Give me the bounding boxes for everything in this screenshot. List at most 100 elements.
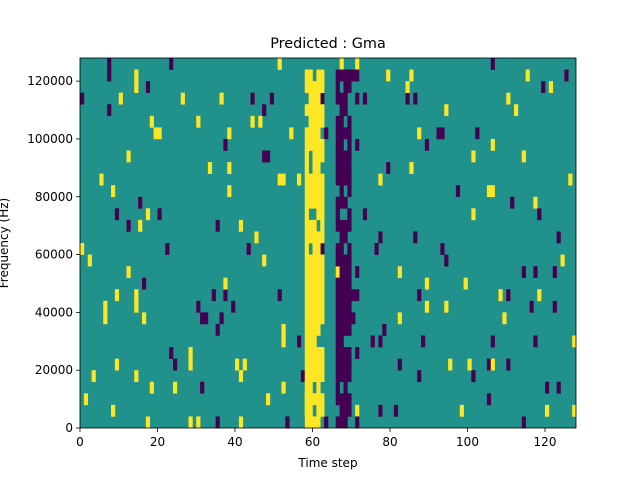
y-tick-label: 40000 — [35, 305, 73, 319]
band-cell-low — [347, 243, 352, 255]
heatmap-cell-high — [227, 162, 232, 174]
heatmap-cell-low — [382, 323, 387, 336]
heatmap-cell-low — [436, 127, 441, 140]
heatmap-cell-high — [409, 69, 414, 82]
band-cell-low — [343, 92, 348, 105]
heatmap-cell-low — [142, 277, 147, 290]
band-cell-high — [316, 127, 321, 140]
band-cell-high — [312, 370, 317, 383]
band-cell-high — [320, 208, 325, 221]
band-cell-high — [312, 162, 317, 174]
heatmap-cell-high — [397, 312, 402, 325]
band-cell-low — [339, 173, 344, 186]
heatmap-cell-low — [173, 358, 178, 371]
band-cell-low — [335, 162, 340, 174]
heatmap-cell-low — [269, 92, 275, 105]
band-cell-low — [335, 416, 340, 429]
x-tick-label: 40 — [227, 435, 242, 449]
heatmap-cell-high — [335, 266, 340, 278]
heatmap-cell-high — [281, 381, 286, 394]
heatmap-cell-low — [324, 416, 329, 429]
heatmap-cell-low — [386, 162, 391, 174]
band-cell-low — [343, 300, 348, 313]
band-cell-high — [320, 138, 325, 151]
band-cell-high — [308, 323, 313, 336]
y-tick-label: 100000 — [27, 132, 73, 146]
band-cell-low — [335, 300, 340, 313]
band-cell-high — [316, 393, 321, 406]
band-cell-high — [308, 277, 313, 290]
heatmap-cell-high — [297, 173, 302, 186]
heatmap-cell-high — [173, 381, 178, 394]
band-cell-high — [316, 231, 321, 244]
band-cell-low — [339, 231, 344, 244]
band-cell-high — [304, 300, 309, 313]
band-cell-low — [335, 115, 340, 128]
heatmap-cell-high — [157, 127, 162, 140]
band-cell-low — [347, 370, 352, 383]
heatmap-cell-high — [266, 393, 271, 406]
band-cell-low — [335, 92, 340, 105]
band-cell-high — [320, 358, 325, 371]
heatmap-cell-high — [502, 312, 507, 325]
heatmap-cell-high — [277, 58, 282, 70]
y-axis-label: Frequency (Hz) — [0, 198, 11, 289]
band-cell-low — [343, 266, 348, 278]
heatmap-cell-high — [405, 81, 410, 93]
band-cell-high — [304, 127, 309, 140]
heatmap-cell-high — [134, 370, 139, 383]
heatmap-cell-high — [111, 404, 116, 417]
band-cell-low — [335, 347, 340, 359]
heatmap-cell-low — [80, 92, 85, 105]
heatmap-cell-high — [138, 219, 143, 232]
heatmap-cell-low — [200, 312, 205, 325]
band-cell-high — [320, 393, 325, 406]
heatmap-cell-low — [165, 243, 170, 255]
band-cell-high — [304, 404, 309, 417]
band-cell-low — [339, 358, 344, 371]
heatmap-cell-high — [153, 127, 158, 140]
heatmap-cell-high — [459, 404, 464, 417]
band-cell-low — [343, 150, 348, 163]
band-cell-high — [312, 416, 317, 429]
heatmap-cell-high — [238, 416, 244, 429]
heatmap-cell-high — [91, 370, 96, 383]
band-cell-high — [316, 300, 321, 313]
band-cell-low — [339, 219, 344, 232]
band-cell-high — [320, 370, 325, 383]
band-cell-low — [347, 173, 352, 186]
heatmap-cell-high — [134, 81, 139, 93]
band-cell-low — [339, 243, 344, 255]
band-cell-low — [347, 289, 352, 302]
heatmap-cell-low — [521, 266, 526, 278]
band-cell-high — [312, 243, 317, 255]
band-cell-low — [339, 115, 344, 128]
heatmap-cell-high — [277, 173, 282, 186]
heatmap-cell-high — [514, 104, 519, 117]
band-cell-low — [347, 323, 352, 336]
band-cell-high — [320, 231, 325, 244]
band-cell-low — [355, 69, 360, 82]
band-cell-low — [347, 185, 352, 198]
heatmap-cell-low — [564, 69, 569, 82]
band-cell-low — [335, 370, 340, 383]
heatmap-cell-high — [424, 277, 430, 290]
band-cell-high — [316, 381, 321, 394]
band-cell-low — [347, 219, 352, 232]
band-cell-high — [304, 393, 309, 406]
band-cell-low — [335, 393, 340, 406]
band-cell-high — [304, 81, 309, 93]
band-cell-low — [343, 416, 348, 429]
band-cell-high — [304, 358, 309, 371]
band-cell-low — [347, 393, 352, 406]
heatmap-cell-high — [471, 150, 476, 163]
band-cell-high — [316, 104, 321, 117]
heatmap-cell-high — [149, 115, 154, 128]
band-cell-high — [308, 347, 313, 359]
heatmap-cell-low — [552, 300, 557, 313]
band-cell-low — [339, 162, 344, 174]
band-cell-low — [347, 69, 352, 82]
band-cell-low — [339, 254, 344, 267]
heatmap-cell-high — [490, 185, 495, 198]
band-cell-high — [308, 370, 313, 383]
